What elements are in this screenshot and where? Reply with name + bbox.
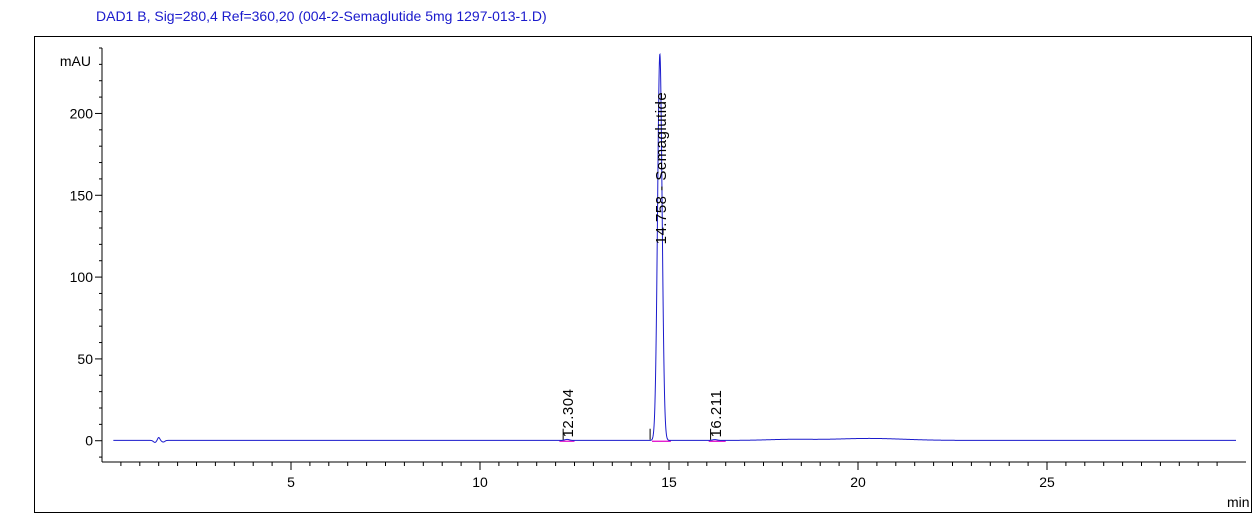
x-tick-label: 20 bbox=[850, 474, 866, 490]
x-tick-label: 5 bbox=[287, 474, 295, 490]
x-tick-label: 10 bbox=[472, 474, 488, 490]
x-tick-label: 25 bbox=[1039, 474, 1055, 490]
y-tick-label: 200 bbox=[70, 105, 94, 121]
y-tick-label: 150 bbox=[70, 187, 94, 203]
chart-title: DAD1 B, Sig=280,4 Ref=360,20 (004-2-Sema… bbox=[96, 8, 547, 24]
y-tick-label: 50 bbox=[77, 351, 93, 367]
peak-label: 16.211 bbox=[708, 390, 725, 438]
plot-frame bbox=[34, 36, 1252, 513]
signal-trace bbox=[113, 53, 1236, 443]
x-axis-label: min bbox=[1227, 494, 1250, 510]
axes: 0 50 100 150 200 5 10 15 20 25 bbox=[70, 47, 1246, 490]
y-axis-label: mAU bbox=[60, 53, 91, 69]
y-tick-label: 100 bbox=[70, 269, 94, 285]
y-tick-label: 0 bbox=[85, 433, 93, 449]
peak-label: 12.304 bbox=[560, 389, 577, 438]
x-tick-label: 15 bbox=[661, 474, 677, 490]
peak-annotations: 12.304 14.758 - Semaglutide 16.211 bbox=[560, 92, 725, 440]
peak-label: 14.758 - Semaglutide bbox=[653, 92, 670, 245]
